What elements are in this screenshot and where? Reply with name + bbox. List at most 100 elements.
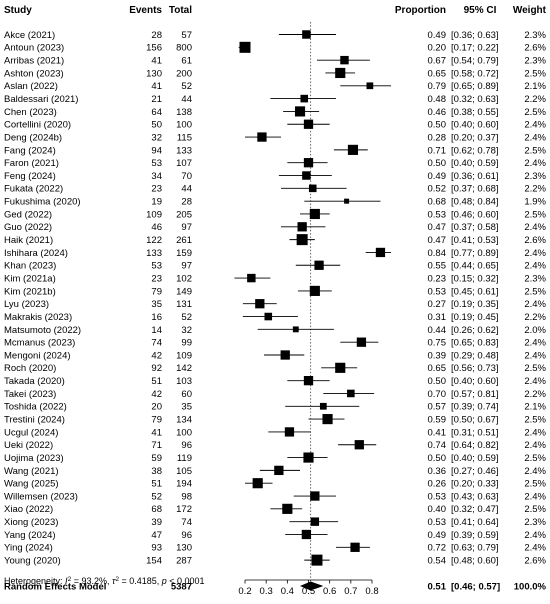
study-row: Xiong (2023) 39 74 0.53 [0.41; 0.64] 2.3% xyxy=(4,517,547,528)
proportion-marker xyxy=(302,30,311,39)
study-ci: [0.65; 0.83] xyxy=(451,338,499,349)
study-row: Takei (2023) 42 60 0.70 [0.57; 0.81] 2.2% xyxy=(4,389,547,400)
x-tick-label: 0.7 xyxy=(344,586,357,597)
study-total: 200 xyxy=(176,68,192,79)
study-events: 42 xyxy=(151,389,162,400)
study-total: 97 xyxy=(181,222,192,233)
proportion-marker xyxy=(280,350,290,360)
study-proportion: 0.50 xyxy=(428,158,447,169)
study-ci: [0.20; 0.37] xyxy=(451,132,499,143)
proportion-marker xyxy=(354,440,364,450)
study-ci: [0.43; 0.63] xyxy=(451,491,499,502)
study-row: Xiao (2022) 68 172 0.40 [0.32; 0.47] 2.5% xyxy=(4,503,547,515)
study-weight: 2.4% xyxy=(524,491,546,502)
study-ci: [0.32; 0.63] xyxy=(451,94,499,105)
study-row: Arribas (2021) 41 61 0.67 [0.54; 0.79] 2.3% xyxy=(4,56,547,67)
x-tick-label: 0.2 xyxy=(238,586,251,597)
study-row: Willemsen (2023) 52 98 0.53 [0.43; 0.63] 2.4% xyxy=(4,491,547,502)
study-weight: 1.9% xyxy=(524,197,546,208)
study-ci: [0.17; 0.22] xyxy=(451,43,499,54)
study-ci: [0.37; 0.68] xyxy=(451,184,499,195)
study-weight: 2.4% xyxy=(524,132,546,143)
study-total: 52 xyxy=(181,81,192,92)
study-weight: 2.4% xyxy=(524,222,546,233)
header-study: Study xyxy=(4,5,32,16)
study-total: 194 xyxy=(176,479,192,490)
study-total: 102 xyxy=(176,273,192,284)
study-row: Uojima (2023) 59 119 0.50 [0.40; 0.59] 2.5% xyxy=(4,452,547,464)
study-weight: 2.3% xyxy=(524,273,546,284)
study-ci: [0.40; 0.59] xyxy=(451,453,499,464)
study-total: 134 xyxy=(176,415,192,426)
study-name: Young (2020) xyxy=(4,556,61,567)
study-name: Kim (2021b) xyxy=(4,286,56,297)
study-total: 115 xyxy=(177,132,192,143)
study-total: 100 xyxy=(176,120,192,131)
study-events: 41 xyxy=(151,81,162,92)
study-total: 28 xyxy=(181,197,192,208)
study-row: Wang (2021) 38 105 0.36 [0.27; 0.46] 2.4% xyxy=(4,465,547,477)
study-weight: 2.5% xyxy=(524,68,546,79)
study-row: Ueki (2022) 71 96 0.74 [0.64; 0.82] 2.4% xyxy=(4,440,547,451)
study-row: Yang (2024) 47 96 0.49 [0.39; 0.59] 2.4% xyxy=(4,529,547,541)
study-ci: [0.50; 0.67] xyxy=(451,415,499,426)
study-events: 14 xyxy=(151,325,162,336)
study-row: Baldessari (2021) 21 44 0.48 [0.32; 0.63] 2.2… xyxy=(4,94,547,105)
study-total: 205 xyxy=(176,209,192,220)
study-events: 51 xyxy=(151,376,162,387)
study-total: 32 xyxy=(181,325,192,336)
study-events: 19 xyxy=(151,197,162,208)
study-proportion: 0.36 xyxy=(428,466,447,477)
study-row: Makrakis (2023) 16 52 0.31 [0.19; 0.45] 2.2% xyxy=(4,312,547,323)
study-weight: 2.3% xyxy=(524,171,546,182)
study-row: Antoun (2023) 156 800 0.20 [0.17; 0.22] 2.6% xyxy=(4,41,547,54)
study-events: 46 xyxy=(151,222,162,233)
pooled-total: 5387 xyxy=(171,582,192,593)
study-weight: 2.5% xyxy=(524,504,546,515)
study-ci: [0.19; 0.35] xyxy=(451,299,499,310)
header-total: Total xyxy=(169,5,192,16)
study-ci: [0.40; 0.60] xyxy=(451,120,499,131)
proportion-marker xyxy=(335,67,346,79)
proportion-marker xyxy=(319,402,327,410)
study-proportion: 0.68 xyxy=(428,197,447,208)
study-weight: 2.4% xyxy=(524,338,546,349)
study-ci: [0.41; 0.53] xyxy=(451,235,499,246)
study-ci: [0.64; 0.82] xyxy=(451,440,499,451)
proportion-marker xyxy=(302,171,311,180)
study-weight: 2.2% xyxy=(524,94,546,105)
study-ci: [0.62; 0.78] xyxy=(451,145,499,156)
study-weight: 2.6% xyxy=(524,235,546,246)
proportion-marker xyxy=(322,414,333,425)
proportion-marker xyxy=(292,326,299,333)
study-total: 44 xyxy=(181,94,192,105)
study-weight: 2.4% xyxy=(524,248,546,259)
study-events: 34 xyxy=(151,171,162,182)
study-weight: 2.3% xyxy=(524,56,546,67)
study-name: Baldessari (2021) xyxy=(4,94,78,105)
x-tick-label: 0.8 xyxy=(365,586,378,597)
study-proportion: 0.50 xyxy=(428,376,447,387)
study-ci: [0.44; 0.65] xyxy=(451,261,499,272)
study-proportion: 0.41 xyxy=(428,427,447,438)
study-events: 68 xyxy=(151,504,162,515)
study-ci: [0.29; 0.48] xyxy=(451,350,499,361)
study-ci: [0.40; 0.60] xyxy=(451,376,499,387)
study-ci: [0.36; 0.61] xyxy=(451,171,499,182)
proportion-marker xyxy=(314,260,324,270)
study-proportion: 0.26 xyxy=(428,479,447,490)
study-weight: 2.4% xyxy=(524,427,546,438)
study-proportion: 0.53 xyxy=(428,517,447,528)
study-total: 97 xyxy=(181,261,192,272)
study-row: Ucgul (2024) 41 100 0.41 [0.31; 0.51] 2.4% xyxy=(4,427,547,438)
study-weight: 2.4% xyxy=(524,440,546,451)
study-weight: 2.4% xyxy=(524,120,546,131)
study-name: Faron (2021) xyxy=(4,158,59,169)
study-proportion: 0.79 xyxy=(428,81,447,92)
study-proportion: 0.70 xyxy=(428,389,447,400)
study-total: 44 xyxy=(181,184,192,195)
study-row: Feng (2024) 34 70 0.49 [0.36; 0.61] 2.3% xyxy=(4,171,547,182)
study-events: 47 xyxy=(151,530,162,541)
proportion-marker xyxy=(335,362,346,373)
study-weight: 2.5% xyxy=(524,209,546,220)
